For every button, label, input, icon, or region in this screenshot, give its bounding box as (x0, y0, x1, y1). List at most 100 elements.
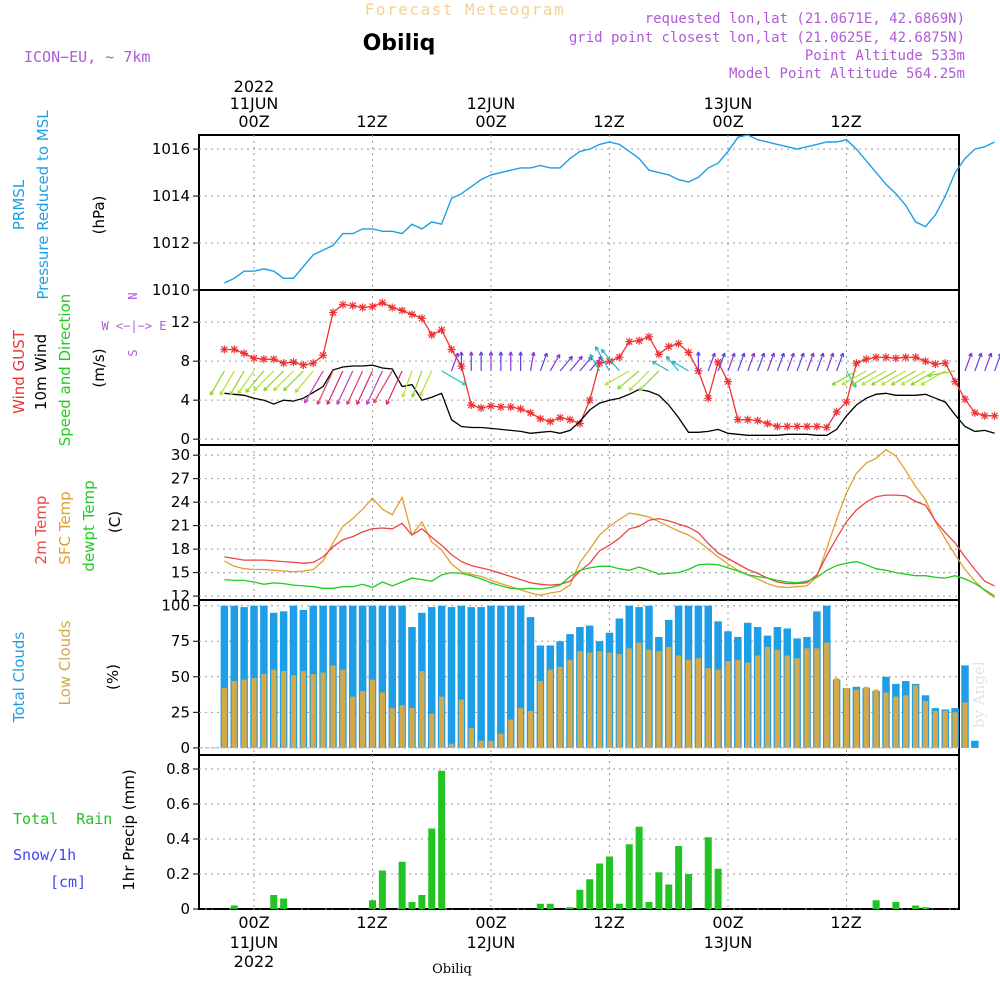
low-cloud-bar (419, 671, 425, 748)
low-cloud-bar (676, 655, 682, 748)
wind-barb-head (839, 352, 845, 358)
low-cloud-bar (281, 671, 287, 748)
total-cloud-bar (220, 605, 229, 748)
wind-barb (411, 370, 423, 398)
wind-barb (707, 352, 716, 372)
wind-barb (219, 370, 235, 396)
gust-marker (309, 359, 318, 368)
total-cloud-bar (428, 607, 436, 748)
wind-barb (346, 370, 364, 405)
low-cloud-bar (488, 740, 494, 748)
y-tick-label: 50 (171, 668, 190, 686)
y-tick-label: 1012 (152, 234, 190, 252)
wind-barb-shaft (366, 370, 383, 405)
low-cloud-bar (271, 669, 277, 748)
gust-marker (516, 404, 525, 413)
point-altitude: Point Altitude 533m (805, 48, 965, 64)
grid-point-coords: grid point closest lon,lat (21.0625E, 42… (569, 30, 965, 46)
total-cloud-bar (487, 605, 495, 748)
low-cloud-bar (439, 696, 445, 748)
bottom-time-1: 12Z (356, 913, 387, 932)
gust-marker (763, 419, 772, 428)
low-cloud-bar (853, 689, 859, 748)
wind-barb (385, 370, 403, 405)
wind-barb-head (461, 381, 467, 386)
wind-barb-shaft (385, 370, 403, 405)
y-tick-label: 75 (171, 632, 190, 650)
pressure-label-unit: (hPa) (90, 196, 108, 235)
gust-marker (259, 355, 268, 364)
y-tick-label: 8 (180, 352, 190, 370)
y-tick-label: 1016 (152, 140, 190, 158)
wind-barb-shaft (356, 370, 374, 405)
wind-barb-head (365, 400, 371, 405)
wind-barb-shaft (529, 352, 535, 372)
wind-barb-shaft (450, 352, 459, 372)
wind-barb-shaft (589, 354, 601, 372)
wind-barb (498, 351, 504, 371)
wind-barb (910, 370, 936, 386)
wind-barb-head (468, 351, 474, 356)
low-cloud-bar (458, 699, 464, 748)
gust-marker (506, 402, 515, 411)
wind-barb (665, 355, 680, 372)
low-cloud-bar (913, 685, 919, 748)
wind-barb-head (263, 386, 268, 392)
total-cloud-bar (497, 605, 505, 748)
wind-barb-shaft (717, 352, 726, 372)
gust-marker (487, 402, 495, 411)
wind-barb-shaft (776, 352, 785, 372)
low-cloud-bar (330, 665, 336, 748)
gust-marker (378, 298, 387, 307)
wind-barb (617, 370, 640, 390)
gust-marker (437, 325, 446, 334)
wind-barb-head (638, 386, 644, 392)
low-cloud-bar (557, 666, 563, 748)
low-cloud-bar (241, 679, 247, 748)
wind-barb-head (910, 381, 916, 386)
gust-marker (793, 422, 802, 431)
wind-barb-shaft (881, 370, 907, 386)
wind-barb (757, 352, 766, 372)
wind-barb (373, 370, 393, 404)
wind-barb-shaft (727, 352, 736, 372)
gust-marker (279, 359, 288, 368)
gust-marker (674, 339, 683, 348)
wind-barb-shaft (766, 352, 775, 372)
wind-barb (336, 370, 354, 405)
total-cloud-bar (398, 605, 406, 748)
gust-marker (289, 358, 298, 367)
wind-barb (326, 370, 344, 405)
wind-barb (229, 370, 245, 396)
gust-marker (358, 303, 367, 312)
wind-barb-shaft (617, 370, 640, 390)
low-cloud-bar (774, 649, 780, 748)
total-cloud-bar (437, 605, 446, 748)
rain-bar (892, 902, 900, 909)
rain-bar (230, 905, 238, 909)
cloud-label-low: Low Clouds (56, 620, 74, 705)
gust-marker (951, 377, 960, 386)
low-cloud-bar (932, 710, 938, 748)
low-cloud-bar (231, 681, 237, 748)
wind-barb-shaft (831, 370, 857, 386)
wind-barb (539, 352, 548, 372)
low-cloud-bar (873, 689, 879, 748)
bottom-date-11jun: 11JUN (230, 933, 279, 952)
wind-barb-head (731, 352, 736, 358)
bottom-date-13jun: 13JUN (704, 933, 753, 952)
chart-panels: 1010101210141016048121215182124273002550… (152, 134, 1000, 918)
low-cloud-bar (340, 669, 346, 748)
y-tick-label: 100 (161, 597, 190, 615)
total-cloud-bar (230, 605, 238, 748)
total-cloud-bar (240, 607, 248, 748)
gust-marker (240, 349, 249, 358)
low-cloud-bar (942, 710, 948, 748)
wind-barb-shaft (757, 352, 765, 372)
wind-barb (419, 370, 433, 397)
wind-barb (600, 348, 620, 372)
wind-barb (273, 370, 294, 392)
bottom-time-axis: 00Z 12Z 00Z 12Z 00Z 12Z 11JUN 12JUN 13JU… (230, 913, 862, 977)
low-cloud-bar (320, 672, 326, 748)
gust-marker (546, 417, 555, 426)
